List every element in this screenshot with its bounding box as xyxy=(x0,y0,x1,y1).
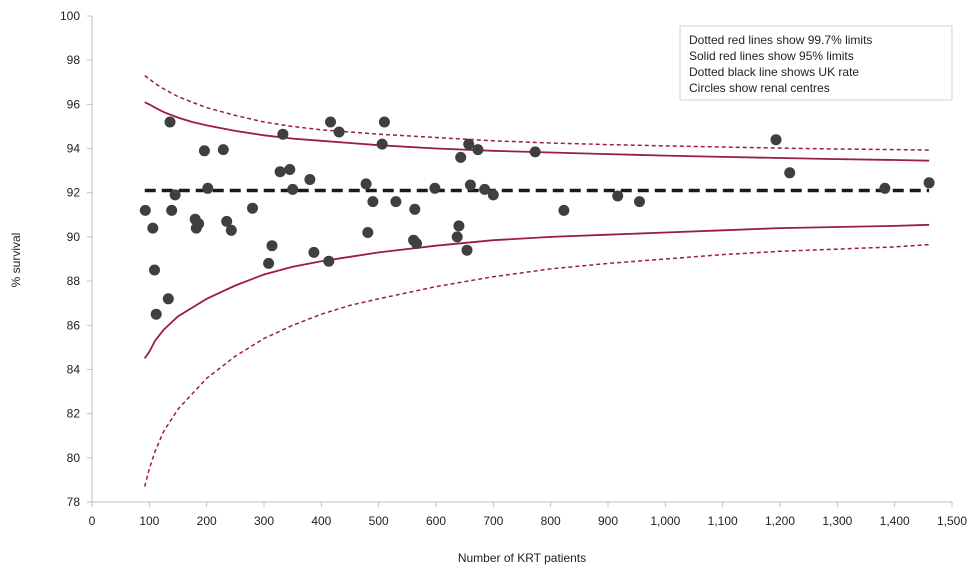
y-tick-label: 92 xyxy=(67,186,81,200)
renal-centre-point xyxy=(284,164,296,175)
renal-centre-point xyxy=(455,151,467,163)
renal-centre-point xyxy=(193,218,205,230)
legend: Dotted red lines show 99.7% limits Solid… xyxy=(679,25,953,101)
renal-centre-point xyxy=(529,146,541,158)
renal-centre-point xyxy=(378,116,390,128)
renal-centre-point xyxy=(247,202,258,214)
y-tick-label: 84 xyxy=(67,362,81,376)
renal-centre-point xyxy=(612,190,624,202)
renal-centre-point xyxy=(464,179,476,191)
renal-centre-point xyxy=(217,144,229,156)
renal-centre-point xyxy=(770,134,782,146)
renal-centre-point xyxy=(277,128,289,140)
legend-entry-uk-rate: Dotted black line shows UK rate xyxy=(689,65,859,79)
renal-centre-point xyxy=(923,177,935,189)
x-tick-label: 500 xyxy=(369,514,389,528)
x-tick-label: 1,100 xyxy=(708,514,738,528)
lower-997-limit-line xyxy=(143,243,930,487)
renal-centre-point xyxy=(263,257,275,269)
x-tick-label: 200 xyxy=(197,514,217,528)
x-tick-label: 100 xyxy=(139,514,159,528)
renal-centre-point xyxy=(784,167,796,179)
renal-centre-point xyxy=(162,293,174,305)
renal-centre-point xyxy=(429,182,441,194)
x-tick-label: 1,400 xyxy=(880,514,910,528)
renal-centre-point xyxy=(308,246,320,258)
renal-centre-point xyxy=(202,182,214,194)
renal-centre-point xyxy=(463,138,475,150)
x-tick-label: 0 xyxy=(89,514,96,528)
renal-centre-point xyxy=(453,220,465,232)
renal-centre-point xyxy=(360,178,372,190)
legend-entry-renal-centres: Circles show renal centres xyxy=(689,81,830,95)
y-tick-label: 78 xyxy=(67,495,81,509)
x-tick-label: 900 xyxy=(598,514,618,528)
x-tick-label: 600 xyxy=(426,514,446,528)
x-axis-title: Number of KRT patients xyxy=(458,551,586,565)
limit-curves xyxy=(143,74,930,487)
legend-box xyxy=(679,25,953,101)
renal-centre-point xyxy=(472,144,484,156)
y-axis-title: % survival xyxy=(9,233,23,288)
x-tick-label: 1,500 xyxy=(937,514,967,528)
renal-centre-point xyxy=(325,116,336,128)
renal-centre-point xyxy=(479,183,491,195)
y-tick-label: 90 xyxy=(67,230,81,244)
y-tick-label: 94 xyxy=(67,142,81,156)
renal-centre-point xyxy=(304,174,316,185)
axes: 78 80 82 84 86 88 90 92 94 96 98 100 0 100 200 300 400 50… xyxy=(60,9,967,528)
renal-centre-point xyxy=(225,224,237,236)
renal-centre-point xyxy=(266,240,278,252)
x-tick-label: 300 xyxy=(254,514,274,528)
lower-95-limit-line xyxy=(143,223,930,359)
x-tick-label: 1,000 xyxy=(650,514,680,528)
y-tick-label: 98 xyxy=(67,53,81,67)
x-tick-label: 700 xyxy=(483,514,503,528)
renal-centre-point xyxy=(558,204,570,216)
renal-centre-point xyxy=(198,145,210,157)
upper-95-limit-line xyxy=(144,101,930,162)
renal-centre-point xyxy=(149,264,160,276)
renal-centre-point xyxy=(333,126,345,138)
renal-centre-point xyxy=(634,196,645,208)
renal-centre-point xyxy=(367,196,379,208)
y-tick-label: 82 xyxy=(67,407,81,421)
renal-centre-point xyxy=(221,215,233,227)
renal-centre-point xyxy=(390,196,402,208)
y-tick-label: 96 xyxy=(67,97,81,111)
y-tick-label: 80 xyxy=(67,451,81,465)
y-tick-label: 86 xyxy=(67,318,81,332)
renal-centre-point xyxy=(376,138,388,150)
x-tick-label: 400 xyxy=(311,514,331,528)
renal-centre-point xyxy=(409,203,421,215)
renal-centre-point xyxy=(274,166,286,178)
renal-centre-point xyxy=(411,238,422,249)
legend-entry-997-limits: Dotted red lines show 99.7% limits xyxy=(689,33,872,47)
legend-entry-95-limits: Solid red lines show 95% limits xyxy=(689,49,854,63)
renal-centre-point xyxy=(461,244,473,256)
renal-centre-point xyxy=(169,189,181,201)
renal-centre-points xyxy=(139,116,935,320)
y-tick-label: 88 xyxy=(67,274,81,288)
renal-centre-point xyxy=(287,183,299,195)
renal-centre-point xyxy=(164,116,176,128)
x-tick-label: 800 xyxy=(541,514,561,528)
renal-centre-point xyxy=(487,189,499,201)
renal-centre-point xyxy=(166,204,178,216)
renal-centre-point xyxy=(451,231,463,243)
renal-centre-point xyxy=(147,222,159,234)
x-tick-label: 1,300 xyxy=(822,514,852,528)
x-tick-label: 1,200 xyxy=(765,514,795,528)
y-tick-label: 100 xyxy=(60,9,80,23)
renal-centre-point xyxy=(362,227,374,238)
renal-centre-point xyxy=(150,308,162,320)
renal-centre-point xyxy=(879,182,891,194)
renal-centre-point xyxy=(139,204,151,216)
renal-centre-point xyxy=(323,255,335,267)
